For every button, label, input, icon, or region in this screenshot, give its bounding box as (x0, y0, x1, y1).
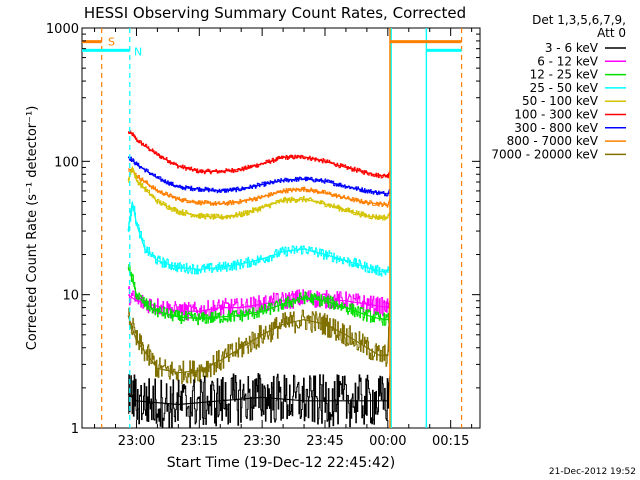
tick-layer: 23:00 23:15 23:30 23:45 00:00 00:15 1 10 100 1000 (46, 22, 480, 449)
series-trace-0 (128, 130, 391, 179)
series-trace-3 (128, 168, 391, 221)
series-trace-1 (128, 156, 391, 197)
night-label: N (134, 45, 142, 58)
series-7 (127, 300, 391, 385)
series-trace-5 (128, 286, 391, 321)
series-layer (127, 130, 391, 429)
y-tick-label: 1 (71, 422, 79, 437)
y-axis-label: Corrected Count Rate (s⁻¹ detector⁻¹) (25, 106, 40, 351)
legend-label-8: 7000 - 20000 keV (491, 147, 598, 161)
legend-label-6: 300 - 800 keV (514, 121, 598, 135)
series-3 (127, 165, 391, 221)
series-8 (127, 373, 391, 429)
legend-header-line-1: Det 1,3,5,6,7,9, (532, 13, 626, 27)
night-band-right (426, 48, 462, 52)
footer-date: 21-Dec-2012 19:52 (549, 467, 636, 477)
y-tick-label: 10 (62, 289, 79, 304)
series-trace-2 (128, 168, 391, 208)
legend-label-5: 100 - 300 keV (514, 108, 598, 122)
series-trace-4 (128, 205, 391, 277)
x-axis-label: Start Time (19-Dec-12 22:45:42) (167, 455, 395, 471)
series-4 (127, 201, 391, 277)
x-tick-label: 23:45 (306, 434, 343, 449)
series-2 (127, 168, 391, 208)
series-trace-6 (128, 264, 391, 326)
y-tick-label: 1000 (46, 22, 79, 37)
legend-label-0: 3 - 6 keV (545, 41, 599, 55)
x-tick-label: 23:30 (243, 434, 280, 449)
x-tick-label: 00:00 (369, 434, 406, 449)
saa-label: S (108, 36, 115, 49)
legend-label-1: 6 - 12 keV (537, 54, 599, 68)
series-trace-7 (128, 304, 391, 385)
chart-title: HESSI Observing Summary Count Rates, Cor… (84, 4, 466, 22)
legend-label-2: 12 - 25 keV (530, 68, 599, 82)
legend-header-line-2: Att 0 (597, 26, 626, 40)
legend-label-4: 50 - 100 keV (522, 94, 599, 108)
x-tick-label: 23:15 (181, 434, 218, 449)
plot-area: SN 23:00 23:15 23:30 23:45 00:00 00:151101001… (46, 22, 481, 449)
series-0 (127, 130, 391, 179)
series-1 (127, 156, 391, 197)
x-tick-label: 00:15 (432, 434, 469, 449)
night-band-left (82, 48, 130, 52)
y-tick-label: 100 (54, 155, 79, 170)
series-6 (127, 264, 391, 326)
marker-layer: SN (82, 28, 463, 428)
legend-label-3: 25 - 50 keV (530, 81, 599, 95)
legend-label-7: 800 - 7000 keV (507, 134, 599, 148)
plot-frame (81, 27, 481, 429)
saa-band-left (82, 40, 102, 44)
saa-band-right (389, 40, 462, 44)
series-trace-8 (128, 373, 391, 429)
x-tick-label: 23:00 (118, 434, 155, 449)
